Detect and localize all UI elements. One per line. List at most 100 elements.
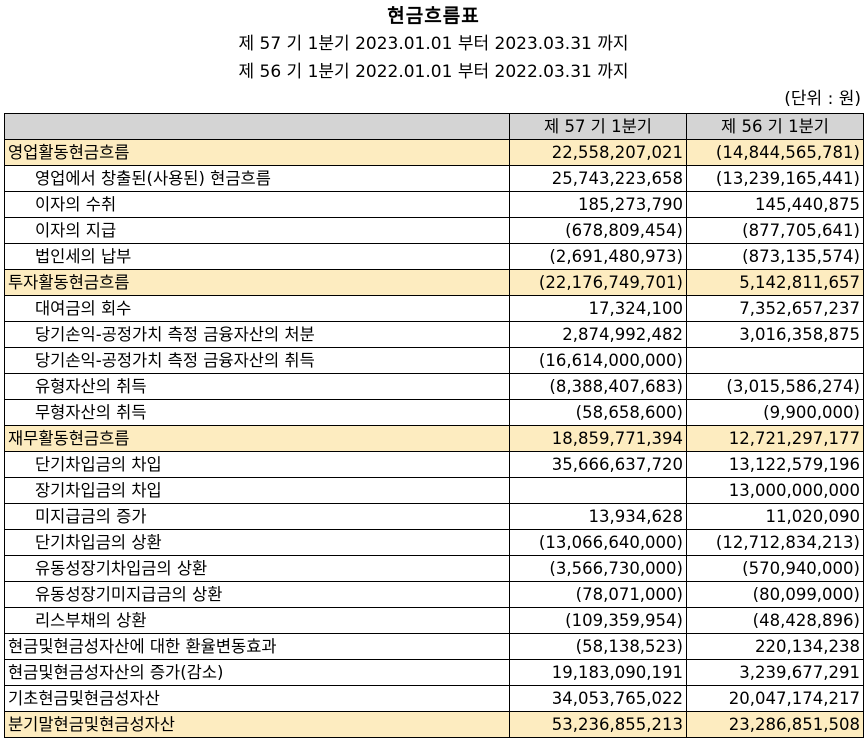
table-row: 유동성장기미지급금의 상환 (78,071,000) (80,099,000) — [4, 581, 864, 608]
row-label: 재무활동현금흐름 — [4, 425, 510, 452]
prior-period-value: (9,900,000) — [686, 399, 864, 426]
table-row: 법인세의 납부 (2,691,480,973) (873,135,574) — [4, 243, 864, 270]
unit-label: (단위 : 원) — [784, 89, 861, 109]
row-label: 법인세의 납부 — [4, 243, 510, 270]
table-row: 재무활동현금흐름 18,859,771,394 12,721,297,177 — [4, 425, 864, 452]
current-period-value: (109,359,954) — [509, 607, 687, 634]
current-period-value: (16,614,000,000) — [509, 347, 687, 374]
row-label: 현금및현금성자산에 대한 환율변동효과 — [4, 633, 510, 660]
row-label: 영업활동현금흐름 — [4, 139, 510, 166]
prior-period-value: 12,721,297,177 — [686, 425, 864, 452]
prior-period-value: 13,000,000,000 — [686, 477, 864, 504]
row-label: 영업에서 창출된(사용된) 현금흐름 — [4, 165, 510, 192]
prior-period-value: (14,844,565,781) — [686, 139, 864, 166]
current-period-value: (22,176,749,701) — [509, 269, 687, 296]
table-row: 투자활동현금흐름 (22,176,749,701) 5,142,811,657 — [4, 269, 864, 296]
prior-period-value: 3,239,677,291 — [686, 659, 864, 686]
current-period-value: (8,388,407,683) — [509, 373, 687, 400]
prior-period-value: (570,940,000) — [686, 555, 864, 582]
prior-period-value: (13,239,165,441) — [686, 165, 864, 192]
prior-period-line: 제 56 기 1분기 2022.01.01 부터 2022.03.31 까지 — [238, 62, 629, 82]
prior-period-value: 11,020,090 — [686, 503, 864, 530]
prior-period-value — [686, 347, 864, 374]
table-row: 장기차입금의 차입 13,000,000,000 — [4, 477, 864, 504]
current-period-value: 22,558,207,021 — [509, 139, 687, 166]
current-period-value: (2,691,480,973) — [509, 243, 687, 270]
row-label: 투자활동현금흐름 — [4, 269, 510, 296]
current-period-value: (58,658,600) — [509, 399, 687, 426]
row-label: 장기차입금의 차입 — [4, 477, 510, 504]
cash-flow-table: 제 57 기 1분기 제 56 기 1분기 영업활동현금흐름 22,558,207… — [4, 113, 864, 738]
row-label: 유동성장기미지급금의 상환 — [4, 581, 510, 608]
table-row: 유동성장기차입금의 상환 (3,566,730,000) (570,940,000) — [4, 555, 864, 582]
table-row: 당기손익-공정가치 측정 금융자산의 처분 2,874,992,482 3,016,… — [4, 321, 864, 348]
row-label: 이자의 지급 — [4, 217, 510, 244]
row-label: 대여금의 회수 — [4, 295, 510, 322]
row-label: 미지급금의 증가 — [4, 503, 510, 530]
row-label: 기초현금및현금성자산 — [4, 685, 510, 712]
prior-period-value: 20,047,174,217 — [686, 685, 864, 712]
row-label: 단기차입금의 차입 — [4, 451, 510, 478]
prior-period-value: (48,428,896) — [686, 607, 864, 634]
current-period-value: (678,809,454) — [509, 217, 687, 244]
current-period-value: (58,138,523) — [509, 633, 687, 660]
table-row: 대여금의 회수 17,324,100 7,352,657,237 — [4, 295, 864, 322]
row-label: 분기말현금및현금성자산 — [4, 711, 510, 738]
prior-period-value: 23,286,851,508 — [686, 711, 864, 738]
current-period-value: 53,236,855,213 — [509, 711, 687, 738]
prior-period-value: 3,016,358,875 — [686, 321, 864, 348]
row-label: 현금및현금성자산의 증가(감소) — [4, 659, 510, 686]
prior-period-value: 220,134,238 — [686, 633, 864, 660]
header-prior-period: 제 56 기 1분기 — [686, 113, 864, 140]
table-row: 이자의 수취 185,273,790 145,440,875 — [4, 191, 864, 218]
row-label: 당기손익-공정가치 측정 금융자산의 취득 — [4, 347, 510, 374]
prior-period-value: 145,440,875 — [686, 191, 864, 218]
prior-period-value: (80,099,000) — [686, 581, 864, 608]
row-label: 유형자산의 취득 — [4, 373, 510, 400]
current-period-line: 제 57 기 1분기 2023.01.01 부터 2023.03.31 까지 — [238, 34, 629, 54]
table-row: 유형자산의 취득 (8,388,407,683) (3,015,586,274) — [4, 373, 864, 400]
current-period-value: 13,934,628 — [509, 503, 687, 530]
table-row: 기초현금및현금성자산 34,053,765,022 20,047,174,217 — [4, 685, 864, 712]
table-header-row: 제 57 기 1분기 제 56 기 1분기 — [4, 113, 864, 140]
header-label-cell — [4, 113, 510, 140]
table-row: 단기차입금의 상환 (13,066,640,000) (12,712,834,213… — [4, 529, 864, 556]
table-row: 현금및현금성자산에 대한 환율변동효과 (58,138,523) 220,134,2… — [4, 633, 864, 660]
row-label: 리스부채의 상환 — [4, 607, 510, 634]
current-period-value: 185,273,790 — [509, 191, 687, 218]
row-label: 이자의 수취 — [4, 191, 510, 218]
prior-period-value: 13,122,579,196 — [686, 451, 864, 478]
current-period-value: 34,053,765,022 — [509, 685, 687, 712]
current-period-value: (3,566,730,000) — [509, 555, 687, 582]
row-label: 무형자산의 취득 — [4, 399, 510, 426]
row-label: 당기손익-공정가치 측정 금융자산의 처분 — [4, 321, 510, 348]
current-period-value: (78,071,000) — [509, 581, 687, 608]
current-period-value: 17,324,100 — [509, 295, 687, 322]
table-row: 현금및현금성자산의 증가(감소) 19,183,090,191 3,239,677,… — [4, 659, 864, 686]
statement-title: 현금흐름표 — [387, 5, 480, 27]
current-period-value: 35,666,637,720 — [509, 451, 687, 478]
table-row: 영업활동현금흐름 22,558,207,021 (14,844,565,781) — [4, 139, 864, 166]
prior-period-value: (877,705,641) — [686, 217, 864, 244]
current-period-value: 18,859,771,394 — [509, 425, 687, 452]
current-period-value: 2,874,992,482 — [509, 321, 687, 348]
prior-period-value: 5,142,811,657 — [686, 269, 864, 296]
table-row: 미지급금의 증가 13,934,628 11,020,090 — [4, 503, 864, 530]
current-period-value: 19,183,090,191 — [509, 659, 687, 686]
prior-period-value: (873,135,574) — [686, 243, 864, 270]
prior-period-value: 7,352,657,237 — [686, 295, 864, 322]
table-row: 리스부채의 상환 (109,359,954) (48,428,896) — [4, 607, 864, 634]
table-row: 이자의 지급 (678,809,454) (877,705,641) — [4, 217, 864, 244]
current-period-value: (13,066,640,000) — [509, 529, 687, 556]
current-period-value — [509, 477, 687, 504]
table-row: 단기차입금의 차입 35,666,637,720 13,122,579,196 — [4, 451, 864, 478]
table-row: 당기손익-공정가치 측정 금융자산의 취득 (16,614,000,000) — [4, 347, 864, 374]
header-current-period: 제 57 기 1분기 — [509, 113, 687, 140]
prior-period-value: (12,712,834,213) — [686, 529, 864, 556]
row-label: 단기차입금의 상환 — [4, 529, 510, 556]
table-row: 영업에서 창출된(사용된) 현금흐름 25,743,223,658 (13,239,… — [4, 165, 864, 192]
current-period-value: 25,743,223,658 — [509, 165, 687, 192]
prior-period-value: (3,015,586,274) — [686, 373, 864, 400]
row-label: 유동성장기차입금의 상환 — [4, 555, 510, 582]
table-row: 분기말현금및현금성자산 53,236,855,213 23,286,851,508 — [4, 711, 864, 738]
